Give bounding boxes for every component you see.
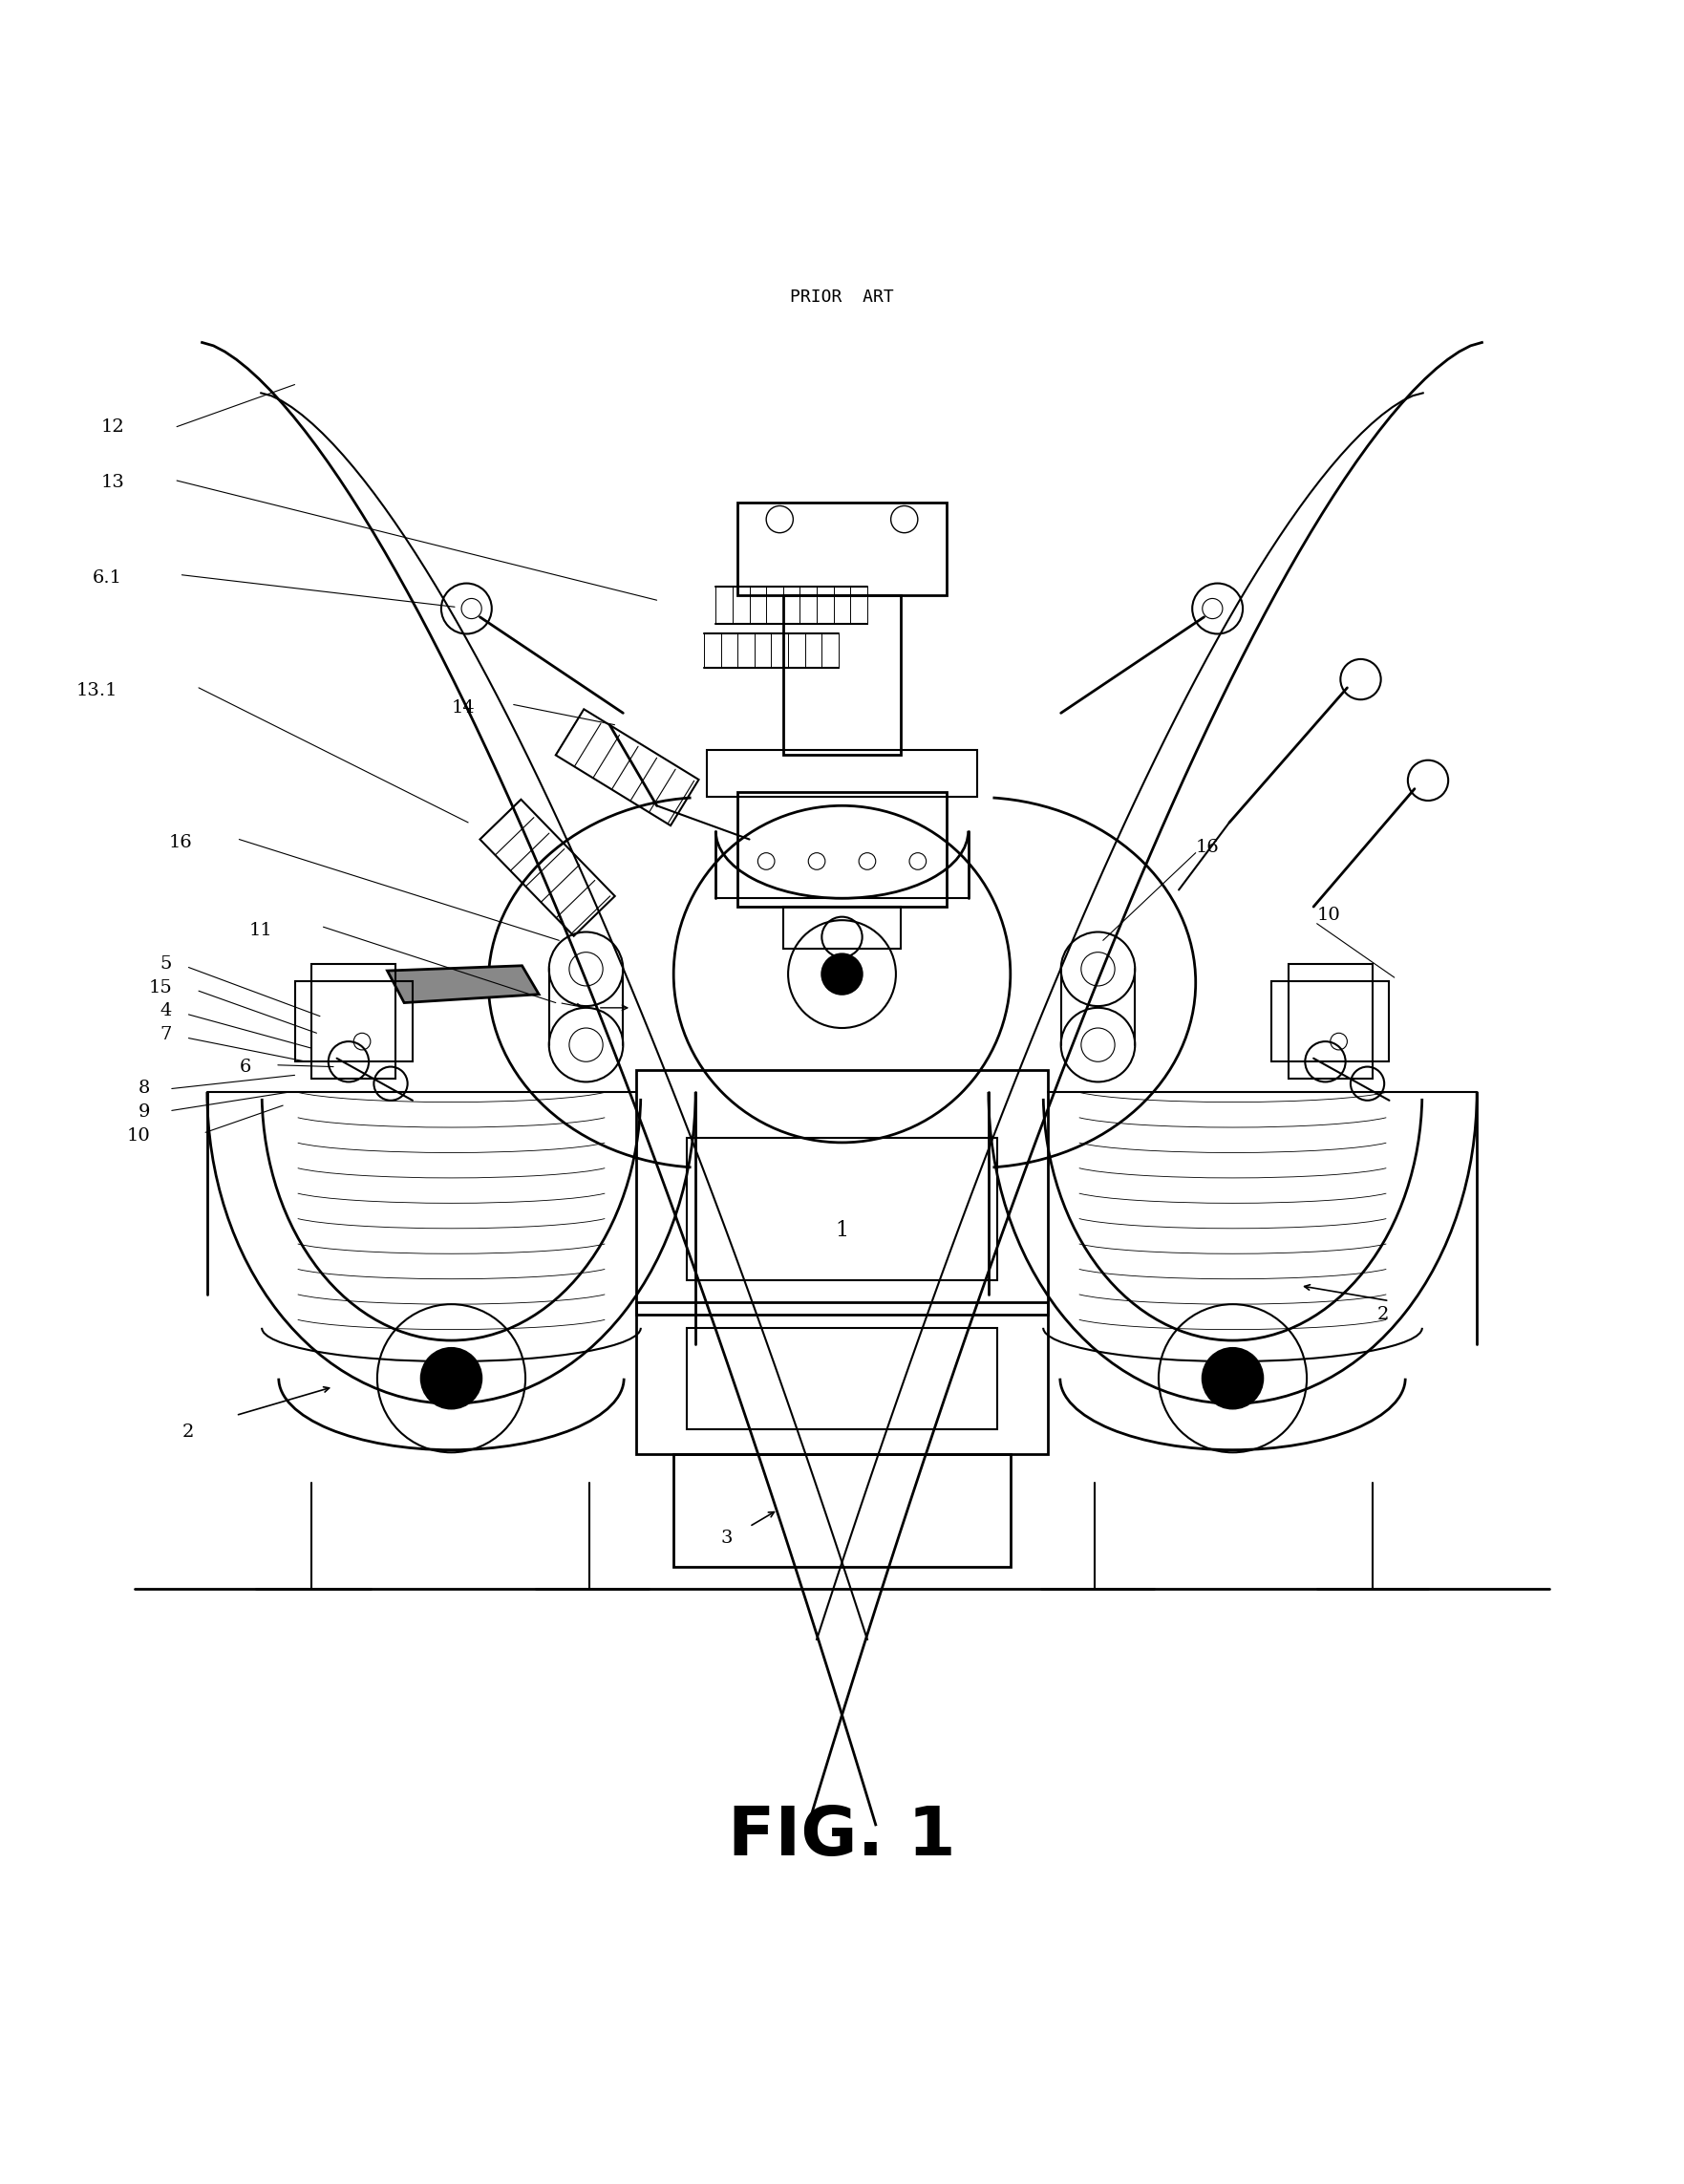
Bar	[738, 793, 946, 906]
Text: 16: 16	[168, 834, 192, 852]
Text: 13.1: 13.1	[76, 684, 118, 699]
Bar	[1271, 981, 1389, 1061]
Bar	[674, 1455, 1010, 1566]
Text: 6: 6	[239, 1057, 251, 1075]
Text: 8: 8	[138, 1081, 150, 1096]
Text: 11: 11	[249, 922, 273, 939]
Circle shape	[1202, 1348, 1263, 1409]
Bar	[738, 502, 946, 594]
Bar	[637, 1070, 1047, 1315]
Bar	[687, 1138, 997, 1280]
Text: 13: 13	[101, 474, 125, 491]
Text: 12: 12	[101, 417, 125, 435]
Bar	[687, 1328, 997, 1428]
Bar	[637, 1302, 1047, 1455]
Text: 7: 7	[160, 1026, 172, 1044]
Bar	[783, 594, 901, 756]
Text: 5: 5	[160, 954, 172, 972]
Text: 16: 16	[1196, 839, 1219, 856]
Circle shape	[421, 1348, 482, 1409]
Text: 14: 14	[451, 699, 475, 716]
Bar	[295, 981, 413, 1061]
Text: PRIOR  ART: PRIOR ART	[790, 288, 894, 306]
Text: 10: 10	[126, 1127, 150, 1144]
Text: 4: 4	[160, 1002, 172, 1020]
Text: FIG. 1: FIG. 1	[727, 1804, 957, 1870]
Text: 10: 10	[1317, 906, 1340, 924]
Text: 1: 1	[835, 1219, 849, 1241]
Bar	[783, 906, 901, 948]
Bar	[312, 963, 396, 1079]
Polygon shape	[387, 965, 539, 1002]
Text: 2: 2	[182, 1424, 194, 1441]
Circle shape	[822, 954, 862, 994]
Text: 15: 15	[148, 978, 172, 996]
Text: 6.1: 6.1	[93, 570, 123, 587]
Text: 9: 9	[138, 1103, 150, 1120]
Bar	[1288, 963, 1372, 1079]
Text: 2: 2	[1378, 1306, 1389, 1324]
Bar	[707, 749, 977, 797]
Text: 3: 3	[721, 1529, 733, 1546]
